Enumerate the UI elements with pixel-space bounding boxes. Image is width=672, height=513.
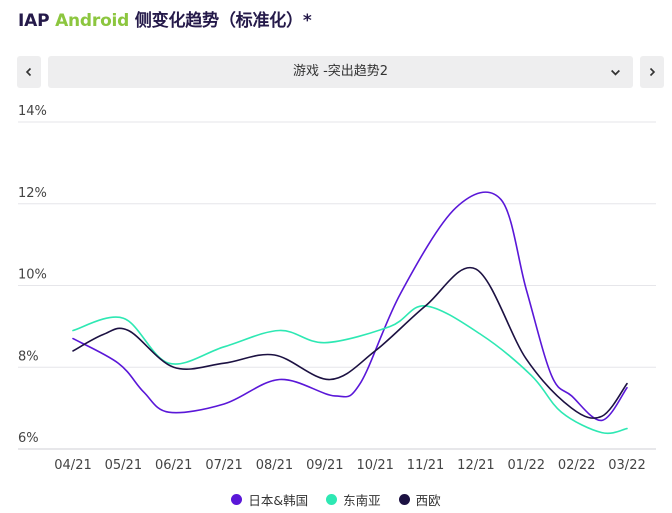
- y-tick-label: 10%: [18, 268, 47, 283]
- legend-label: 东南亚: [343, 493, 381, 508]
- title-prefix: IAP: [18, 11, 56, 31]
- x-tick-label: 10/21: [356, 458, 393, 473]
- series-line: [72, 191, 628, 422]
- x-tick-label: 02/22: [558, 458, 595, 473]
- legend-item[interactable]: 西欧: [398, 490, 441, 509]
- x-tick-label: 07/21: [205, 458, 242, 473]
- dropdown-value: 游戏 -突出趋势2: [292, 64, 389, 79]
- legend-item[interactable]: 日本&韩国: [231, 490, 308, 509]
- x-tick-label: 01/22: [508, 458, 545, 473]
- title-accent: Android: [55, 11, 130, 31]
- x-tick-label: 09/21: [306, 458, 343, 473]
- series-line: [72, 266, 628, 419]
- category-dropdown[interactable]: 游戏 -突出趋势2: [48, 56, 633, 88]
- previous-button[interactable]: [17, 56, 41, 88]
- next-button[interactable]: [640, 56, 664, 88]
- y-tick-label: 6%: [18, 431, 39, 446]
- chevron-right-icon: [649, 67, 656, 77]
- legend-marker: [398, 494, 410, 505]
- title-suffix: 侧变化趋势（标准化）*: [129, 11, 312, 31]
- y-tick-label: 8%: [18, 349, 39, 364]
- legend-label: 日本&韩国: [248, 493, 309, 508]
- chart-legend: 日本&韩国 东南亚 西欧: [0, 490, 672, 509]
- chevron-down-icon: [611, 69, 620, 76]
- line-chart: 6% 8% 10% 12% 14% 04/21 05/21 06/21 07/21 08/21 09…: [18, 104, 656, 473]
- legend-marker: [326, 494, 338, 505]
- y-tick-label: 12%: [18, 186, 47, 201]
- x-tick-label: 03/22: [608, 458, 645, 473]
- series-line: [72, 305, 628, 435]
- x-tick-label: 11/21: [407, 458, 444, 473]
- legend-marker: [231, 494, 243, 505]
- y-tick-label: 14%: [18, 104, 47, 119]
- x-tick-label: 12/21: [457, 458, 494, 473]
- x-tick-label: 05/21: [105, 458, 142, 473]
- x-tick-label: 08/21: [256, 458, 293, 473]
- x-tick-label: 04/21: [54, 458, 91, 473]
- chevron-left-icon: [25, 67, 32, 77]
- legend-label: 西欧: [415, 493, 441, 508]
- chart-title: IAP Android 侧变化趋势（标准化）*: [18, 6, 312, 31]
- legend-item[interactable]: 东南亚: [326, 490, 381, 509]
- x-tick-label: 06/21: [155, 458, 192, 473]
